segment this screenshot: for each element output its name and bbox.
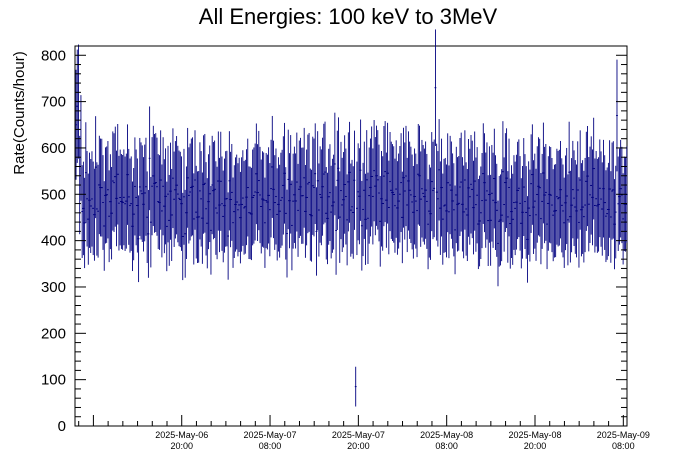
y-axis: 0 100 200 300 400 500 600 700 800 — [41, 45, 627, 435]
x-tick-label-date: 2025-May-07 — [244, 430, 297, 440]
x-tick-label-date: 2025-May-08 — [420, 430, 473, 440]
x-tick-label-time: 20:00 — [170, 441, 193, 451]
y-tick-label: 100 — [41, 372, 66, 389]
x-tick-label-time: 08:00 — [435, 441, 458, 451]
x-axis: 2025-May-0620:002025-May-0708:002025-May… — [78, 415, 650, 451]
y-tick-label: 500 — [41, 186, 66, 203]
y-tick-label: 300 — [41, 279, 66, 296]
x-tick-label-time: 20:00 — [347, 441, 370, 451]
y-tick-label: 800 — [41, 47, 66, 64]
y-tick-label: 200 — [41, 325, 66, 342]
y-axis-label: Rate(Counts/hour) — [11, 51, 28, 174]
y-tick-label: 400 — [41, 233, 66, 250]
data-marks — [75, 29, 628, 407]
x-tick-label-time: 08:00 — [612, 441, 635, 451]
x-tick-label-date: 2025-May-06 — [155, 430, 208, 440]
chart-title: All Energies: 100 keV to 3MeV — [199, 4, 498, 29]
x-tick-label-time: 20:00 — [524, 441, 547, 451]
x-tick-label-date: 2025-May-07 — [332, 430, 385, 440]
x-tick-label-date: 2025-May-09 — [597, 430, 650, 440]
x-tick-label-time: 08:00 — [259, 441, 282, 451]
x-tick-label-date: 2025-May-08 — [508, 430, 561, 440]
y-tick-label: 600 — [41, 140, 66, 157]
y-tick-label: 700 — [41, 94, 66, 111]
y-tick-label: 0 — [58, 418, 66, 435]
